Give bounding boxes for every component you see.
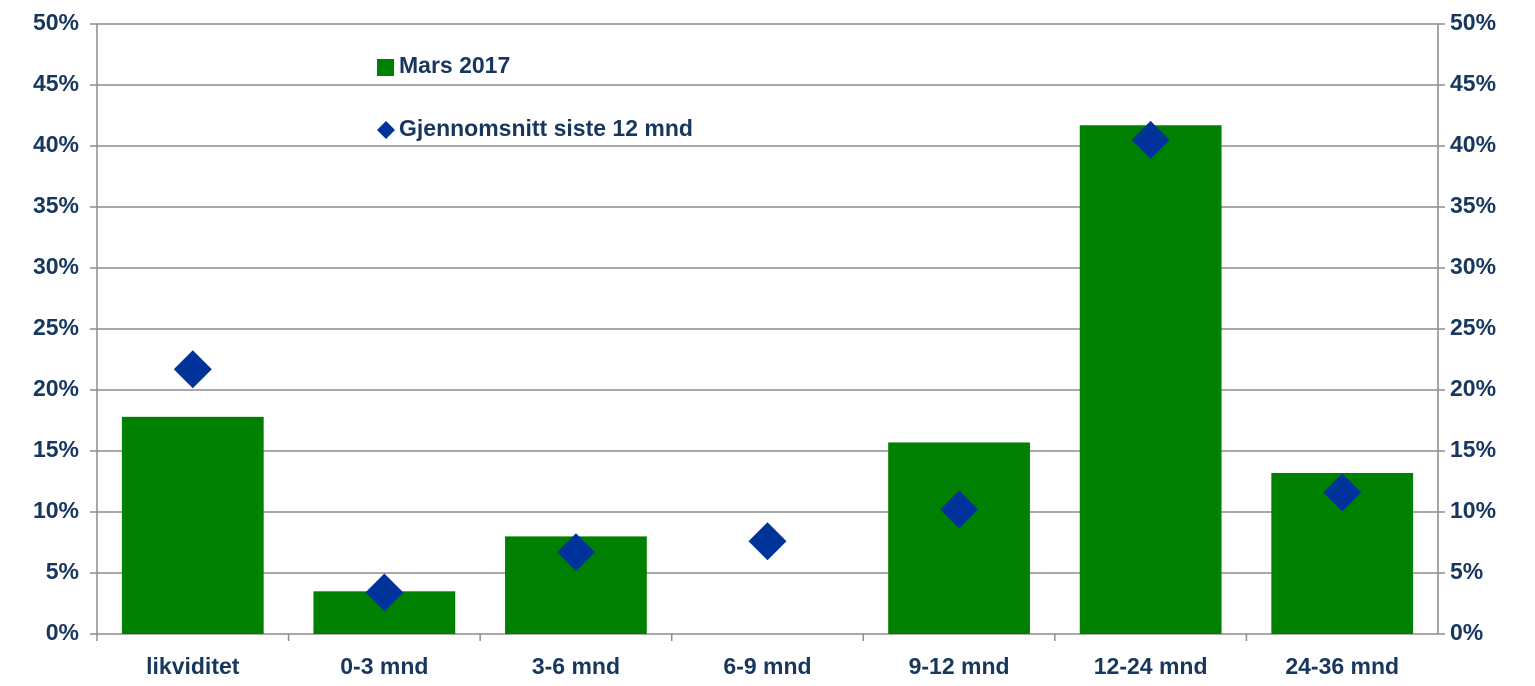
marker [365, 573, 404, 612]
y-tick-label: 25% [33, 314, 79, 340]
x-tick-label: 9-12 mnd [909, 653, 1010, 679]
y2-tick-label: 5% [1450, 558, 1483, 584]
legend-marker [377, 121, 395, 139]
bar [1079, 125, 1222, 634]
marker [940, 490, 979, 529]
y2-tick-label: 40% [1450, 131, 1496, 157]
x-tick-label: 0-3 mnd [340, 653, 428, 679]
marker [748, 522, 787, 561]
marker [173, 350, 212, 389]
y-tick-label: 45% [33, 70, 79, 96]
y2-tick-label: 25% [1450, 314, 1496, 340]
x-tick-label: likviditet [146, 653, 240, 679]
bar [121, 416, 264, 634]
y2-tick-label: 35% [1450, 192, 1496, 218]
y-tick-label: 10% [33, 497, 79, 523]
legend-marker [377, 59, 394, 76]
y2-tick-label: 30% [1450, 253, 1496, 279]
y-tick-label: 15% [33, 436, 79, 462]
marker [556, 533, 595, 572]
x-tick-label: 12-24 mnd [1094, 653, 1208, 679]
y-tick-label: 20% [33, 375, 79, 401]
y2-tick-label: 15% [1450, 436, 1496, 462]
x-tick-label: 3-6 mnd [532, 653, 620, 679]
y2-tick-label: 45% [1450, 70, 1496, 96]
y2-tick-label: 0% [1450, 619, 1483, 645]
legend-label: Gjennomsnitt siste 12 mnd [399, 115, 693, 141]
y2-tick-label: 50% [1450, 9, 1496, 35]
y-tick-label: 5% [46, 558, 79, 584]
y-tick-label: 50% [33, 9, 79, 35]
marker [1323, 473, 1362, 512]
x-tick-label: 6-9 mnd [723, 653, 811, 679]
x-tick-label: 24-36 mnd [1285, 653, 1399, 679]
legend-label: Mars 2017 [399, 52, 510, 78]
y2-tick-label: 20% [1450, 375, 1496, 401]
y-tick-label: 30% [33, 253, 79, 279]
y-tick-label: 35% [33, 192, 79, 218]
y-tick-label: 40% [33, 131, 79, 157]
bar [888, 442, 1030, 634]
y2-tick-label: 10% [1450, 497, 1496, 523]
y-tick-label: 0% [46, 619, 79, 645]
marker [1131, 120, 1170, 159]
